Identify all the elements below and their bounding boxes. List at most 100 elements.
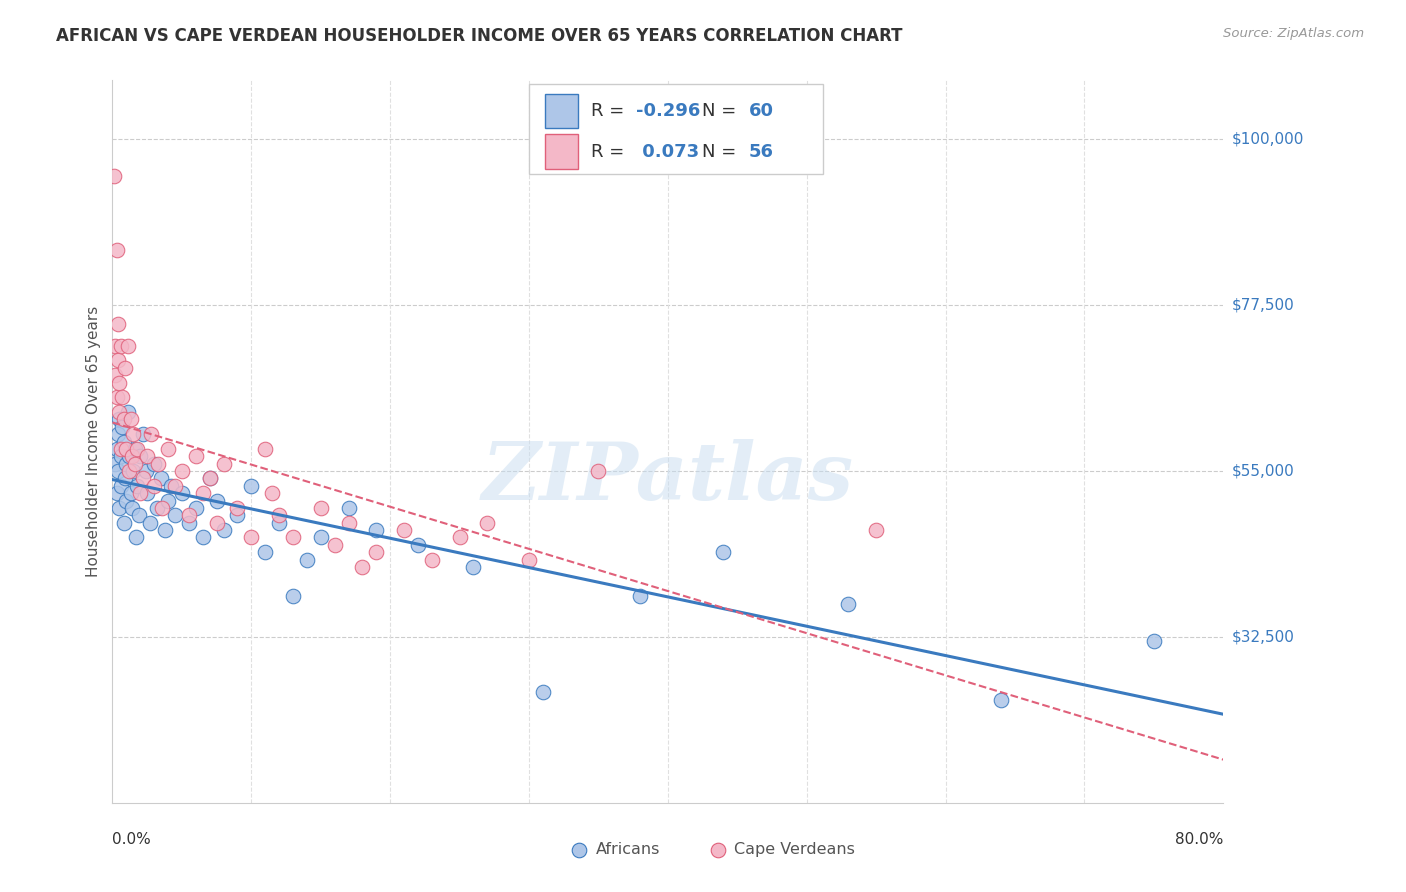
Point (837, 597, 859, 611)
Point (152, 500, 174, 515)
FancyBboxPatch shape (544, 94, 578, 128)
Point (132, 427, 155, 442)
Point (105, 486, 128, 500)
Point (104, 339, 127, 353)
Point (127, 479, 149, 493)
Point (136, 450, 159, 464)
Point (135, 464, 157, 478)
Point (254, 545, 277, 559)
Point (150, 471, 173, 485)
Point (517, 552, 540, 566)
Point (685, 870, 707, 884)
Point (104, 457, 127, 471)
Point (267, 508, 291, 523)
Point (117, 405, 139, 419)
Point (163, 508, 186, 523)
Point (713, 545, 735, 559)
FancyBboxPatch shape (544, 135, 578, 169)
Point (337, 500, 360, 515)
Point (170, 464, 193, 478)
Point (463, 560, 485, 574)
Point (281, 590, 304, 604)
Point (121, 500, 143, 515)
Point (139, 516, 162, 530)
Y-axis label: Householder Income Over 65 years: Householder Income Over 65 years (86, 306, 101, 577)
Point (128, 508, 150, 523)
Text: Cape Verdeans: Cape Verdeans (734, 842, 855, 857)
Text: -0.296: -0.296 (636, 102, 700, 120)
Point (110, 442, 132, 456)
Point (129, 450, 152, 464)
Point (240, 530, 263, 544)
Point (157, 493, 180, 508)
Point (990, 692, 1012, 706)
Point (143, 479, 166, 493)
Point (115, 457, 138, 471)
Point (628, 590, 651, 604)
Point (103, 169, 125, 183)
Point (352, 560, 374, 574)
Point (858, 870, 880, 884)
Point (132, 471, 155, 485)
Point (115, 442, 138, 456)
Text: 0.0%: 0.0% (112, 831, 152, 847)
Point (107, 464, 129, 478)
Point (240, 479, 263, 493)
Text: 60: 60 (749, 102, 773, 120)
Point (212, 523, 235, 537)
Point (111, 419, 134, 434)
Point (125, 530, 148, 544)
Point (1143, 633, 1166, 648)
Point (366, 523, 388, 537)
Point (155, 523, 177, 537)
Point (212, 457, 235, 471)
Point (120, 486, 142, 500)
Point (110, 450, 132, 464)
Point (127, 442, 149, 456)
Text: $77,500: $77,500 (1232, 298, 1295, 312)
Point (110, 479, 132, 493)
Point (477, 516, 499, 530)
Point (184, 500, 207, 515)
Point (148, 457, 170, 471)
Point (163, 479, 186, 493)
Point (177, 508, 200, 523)
Text: 0.073: 0.073 (636, 143, 699, 161)
Text: 80.0%: 80.0% (1175, 831, 1223, 847)
Text: ZIPatlas: ZIPatlas (482, 439, 853, 516)
Text: 56: 56 (749, 143, 773, 161)
Point (110, 339, 132, 353)
FancyBboxPatch shape (529, 84, 824, 174)
Text: Source: ZipAtlas.com: Source: ZipAtlas.com (1223, 27, 1364, 40)
Text: N =: N = (702, 143, 742, 161)
Point (108, 500, 131, 515)
Point (146, 500, 169, 515)
Point (309, 530, 332, 544)
Point (865, 523, 887, 537)
Point (124, 442, 146, 456)
Point (191, 486, 214, 500)
Point (323, 538, 346, 552)
Point (114, 360, 136, 375)
Point (309, 500, 332, 515)
Point (191, 530, 214, 544)
Text: Africans: Africans (596, 842, 659, 857)
Point (226, 508, 249, 523)
Point (124, 457, 146, 471)
Text: AFRICAN VS CAPE VERDEAN HOUSEHOLDER INCOME OVER 65 YEARS CORRELATION CHART: AFRICAN VS CAPE VERDEAN HOUSEHOLDER INCO… (56, 27, 903, 45)
Point (108, 412, 131, 426)
Text: $55,000: $55,000 (1232, 464, 1295, 478)
Point (177, 516, 200, 530)
Point (198, 471, 221, 485)
Point (122, 427, 145, 442)
Point (118, 464, 141, 478)
Point (198, 471, 221, 485)
Point (141, 427, 163, 442)
Point (115, 493, 138, 508)
Point (184, 450, 207, 464)
Point (107, 317, 129, 331)
Point (588, 464, 610, 478)
Text: $100,000: $100,000 (1232, 132, 1303, 147)
Point (531, 685, 554, 699)
Point (104, 368, 127, 383)
